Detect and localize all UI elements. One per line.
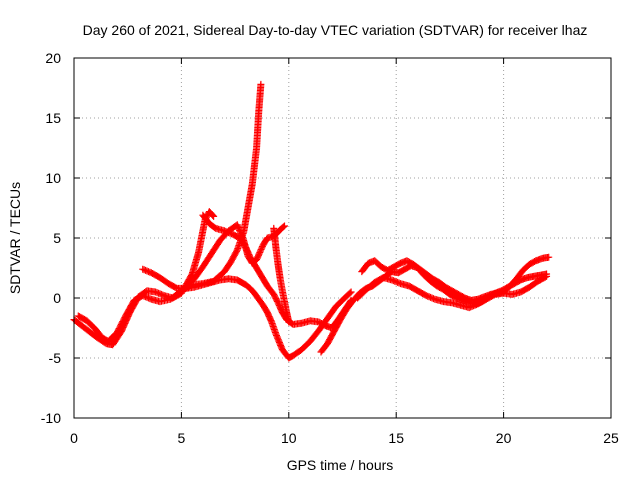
x-tick-label: 25 <box>603 430 619 446</box>
data-point <box>545 253 553 261</box>
data-point <box>281 222 289 230</box>
data-point <box>541 273 549 281</box>
series-track-2 <box>74 80 265 345</box>
data-series <box>70 80 553 362</box>
series-track-9 <box>354 272 551 312</box>
x-tick-label: 10 <box>281 430 297 446</box>
data-point <box>543 272 551 280</box>
y-axis-ticks: -10 -5 0 5 10 15 20 <box>41 50 611 426</box>
data-point <box>279 223 287 231</box>
data-point <box>285 318 293 326</box>
chart-title: Day 260 of 2021, Sidereal Day-to-day VTE… <box>83 22 588 38</box>
series-track-6 <box>270 224 293 326</box>
y-tick-label: 15 <box>45 110 61 126</box>
series-track-5 <box>182 221 289 291</box>
data-point <box>257 80 265 88</box>
x-axis-ticks: 0 5 10 15 20 25 <box>70 58 619 446</box>
x-tick-label: 5 <box>178 430 186 446</box>
y-axis-label: SDTVAR / TECUs <box>7 182 23 294</box>
data-point <box>346 289 354 297</box>
y-tick-label: -5 <box>49 350 62 366</box>
x-axis-label: GPS time / hours <box>287 457 394 473</box>
data-point <box>347 288 355 296</box>
data-point <box>209 211 217 219</box>
y-tick-label: 10 <box>45 170 61 186</box>
x-tick-label: 15 <box>388 430 404 446</box>
series-track-3 <box>139 265 355 362</box>
y-tick-label: -10 <box>41 410 61 426</box>
grid-lines <box>74 58 611 418</box>
x-tick-label: 20 <box>496 430 512 446</box>
y-tick-label: 0 <box>53 290 61 306</box>
data-point <box>210 212 218 220</box>
y-tick-label: 20 <box>45 50 61 66</box>
y-tick-label: 5 <box>53 230 61 246</box>
x-tick-label: 0 <box>70 430 78 446</box>
